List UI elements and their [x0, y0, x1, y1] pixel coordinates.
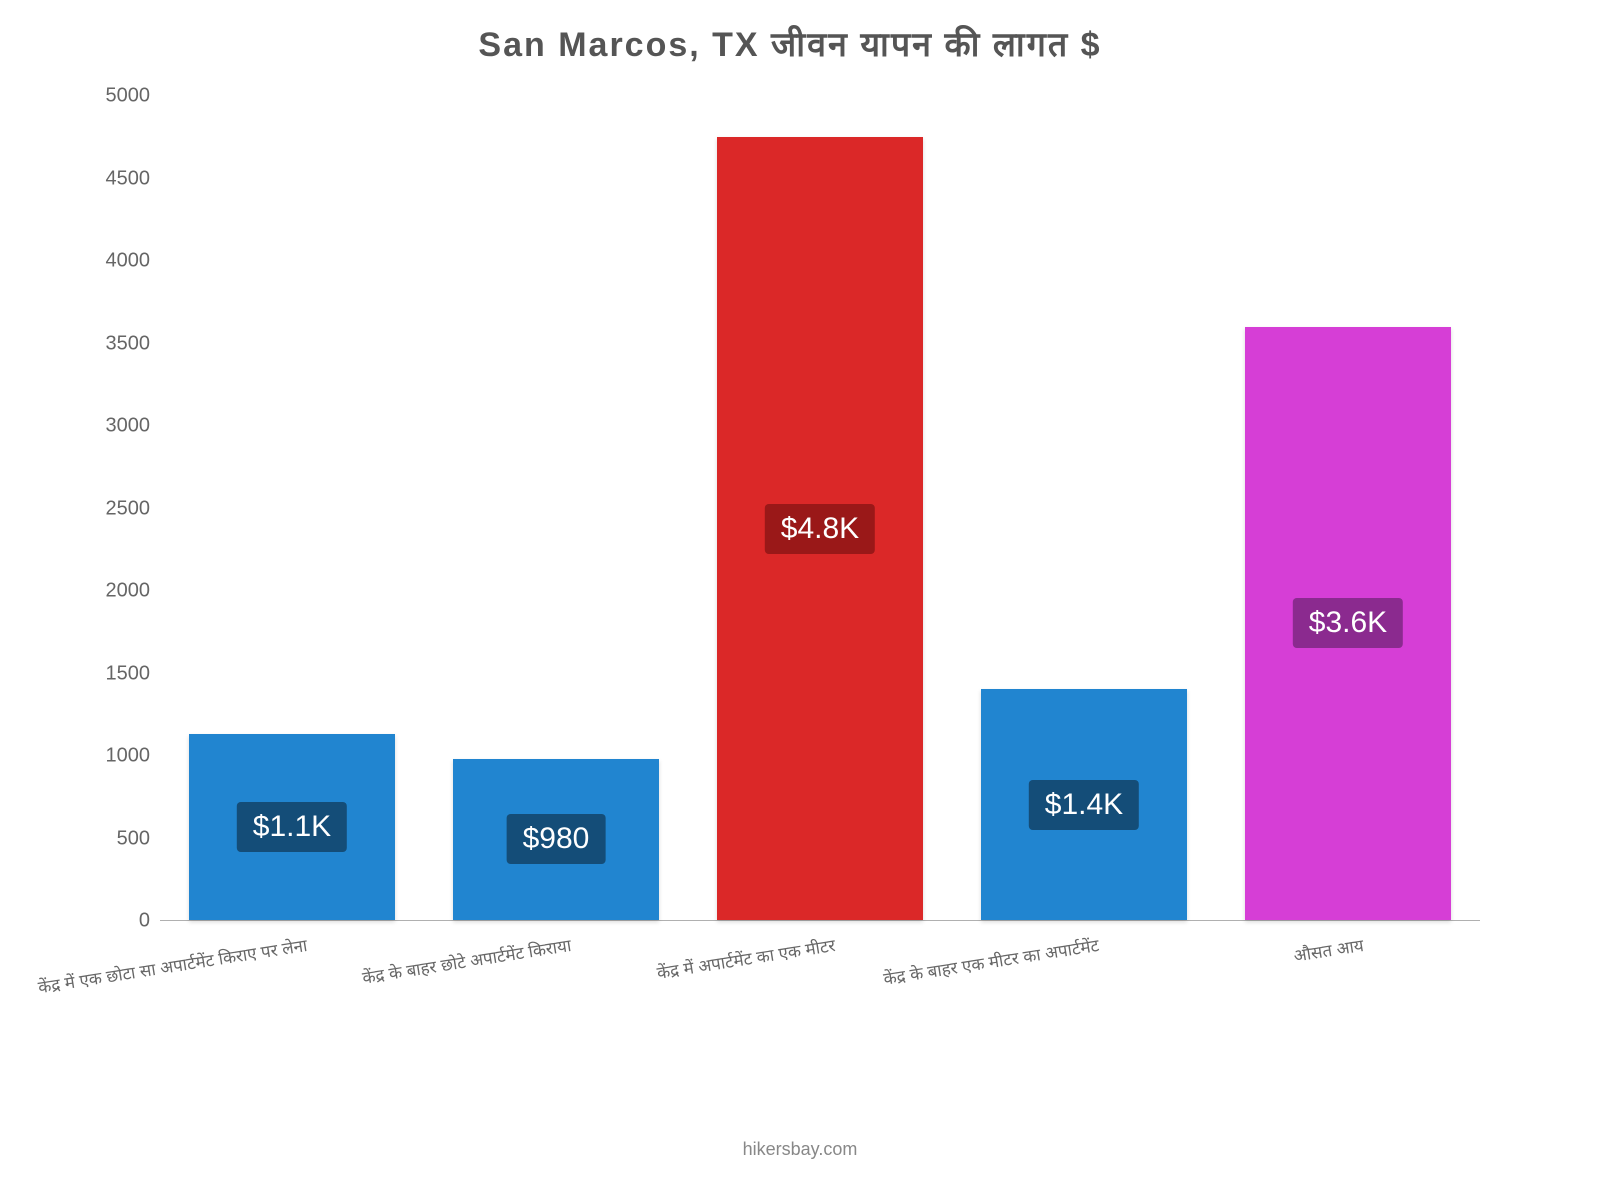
bar-slot: $4.8K	[717, 137, 923, 920]
y-tick-label: 5000	[106, 85, 151, 108]
chart-container: San Marcos, TX जीवन यापन की लागत $ 0 500 1…	[80, 20, 1500, 1020]
bar-slot: $980	[453, 759, 659, 921]
x-axis-label: औसत आय	[1292, 933, 1365, 967]
chart-title: San Marcos, TX जीवन यापन की लागत $	[80, 20, 1500, 66]
y-tick-label: 3500	[106, 332, 151, 355]
x-axis-labels: केंद्र में एक छोटा सा अपार्टमेंट किराए प…	[160, 921, 1480, 1041]
y-tick-label: 1000	[106, 745, 151, 768]
y-tick-label: 4000	[106, 250, 151, 273]
bar-value-label: $3.6K	[1293, 598, 1403, 648]
y-tick-label: 1500	[106, 662, 151, 685]
bar-slot: $1.4K	[981, 689, 1187, 920]
bar-value-label: $1.1K	[237, 802, 347, 852]
bar: $980	[453, 759, 659, 921]
y-tick-label: 500	[117, 827, 150, 850]
bar: $1.4K	[981, 689, 1187, 920]
y-axis: 0500100015002000250030003500400045005000	[80, 96, 160, 921]
x-axis-label: केंद्र के बाहर छोटे अपार्टमेंट किराया	[361, 933, 573, 989]
x-axis-label: केंद्र में अपार्टमेंट का एक मीटर	[655, 933, 837, 984]
bar-value-label: $4.8K	[765, 504, 875, 554]
y-tick-label: 0	[139, 910, 150, 933]
bars-region: $1.1K $980 $4.8K $1.4K $3.6K	[160, 96, 1480, 921]
bar: $4.8K	[717, 137, 923, 920]
bar: $3.6K	[1245, 327, 1451, 920]
x-axis-label: केंद्र में एक छोटा सा अपार्टमेंट किराए प…	[36, 933, 308, 998]
y-tick-label: 4500	[106, 167, 151, 190]
plot-area: 0500100015002000250030003500400045005000…	[80, 96, 1500, 921]
y-tick-label: 2500	[106, 497, 151, 520]
x-axis-label: केंद्र के बाहर एक मीटर का अपार्टमेंट	[882, 933, 1101, 990]
y-tick-label: 3000	[106, 415, 151, 438]
bar-slot: $1.1K	[189, 734, 395, 920]
bar-slot: $3.6K	[1245, 327, 1451, 920]
bar-value-label: $1.4K	[1029, 780, 1139, 830]
bar-value-label: $980	[507, 814, 606, 864]
y-tick-label: 2000	[106, 580, 151, 603]
bar: $1.1K	[189, 734, 395, 920]
attribution-text: hikersbay.com	[743, 1139, 858, 1160]
